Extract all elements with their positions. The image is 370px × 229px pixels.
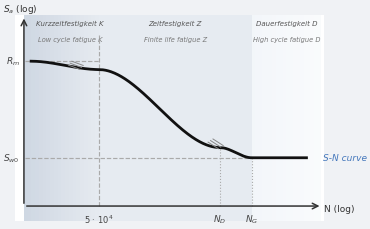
Text: Low cycle fatigue K: Low cycle fatigue K — [38, 37, 102, 43]
Bar — [297, 16, 300, 221]
Bar — [43, 16, 46, 221]
Bar — [259, 16, 262, 221]
Bar — [262, 16, 266, 221]
Text: Zeitfestigkeit Z: Zeitfestigkeit Z — [149, 20, 202, 26]
Text: Kurzzeitfestigkeit K: Kurzzeitfestigkeit K — [36, 20, 104, 26]
Bar — [276, 16, 279, 221]
Bar — [50, 16, 54, 221]
Bar — [58, 16, 61, 221]
Bar — [35, 16, 39, 221]
Bar — [54, 16, 58, 221]
Text: $S_{w0}$: $S_{w0}$ — [3, 152, 20, 164]
Bar — [61, 16, 65, 221]
Bar — [65, 16, 69, 221]
Text: S-N curve: S-N curve — [323, 154, 367, 163]
Text: 5 · 10$^4$: 5 · 10$^4$ — [84, 213, 114, 225]
Bar — [293, 16, 297, 221]
Bar — [91, 16, 95, 221]
Bar — [95, 16, 99, 221]
Bar — [46, 16, 50, 221]
Text: Dauerfestigkeit D: Dauerfestigkeit D — [256, 20, 317, 26]
Bar — [255, 16, 259, 221]
Bar — [69, 16, 73, 221]
Bar — [290, 16, 293, 221]
Text: $N_G$: $N_G$ — [245, 213, 258, 225]
Bar — [283, 16, 286, 221]
Bar — [28, 16, 31, 221]
Bar — [310, 16, 314, 221]
Bar — [80, 16, 84, 221]
Bar — [307, 16, 310, 221]
Text: High cycle fatigue D: High cycle fatigue D — [253, 37, 320, 43]
Bar — [39, 16, 43, 221]
Text: $R_m$: $R_m$ — [6, 56, 20, 68]
Text: $N_D$: $N_D$ — [213, 213, 227, 225]
Bar — [99, 16, 252, 221]
Text: Finite life fatigue Z: Finite life fatigue Z — [144, 37, 207, 43]
Bar — [317, 16, 321, 221]
Text: $S_a$ (log): $S_a$ (log) — [3, 3, 38, 16]
Bar — [279, 16, 283, 221]
Text: N (log): N (log) — [324, 204, 354, 213]
Bar — [286, 16, 290, 221]
Bar — [84, 16, 88, 221]
Bar — [31, 16, 35, 221]
Bar — [73, 16, 76, 221]
Bar — [266, 16, 269, 221]
Bar — [272, 16, 276, 221]
Bar — [88, 16, 91, 221]
Bar — [252, 16, 255, 221]
Bar — [303, 16, 307, 221]
Bar — [76, 16, 80, 221]
Bar — [314, 16, 317, 221]
Bar — [300, 16, 303, 221]
Bar — [269, 16, 272, 221]
Bar — [24, 16, 28, 221]
